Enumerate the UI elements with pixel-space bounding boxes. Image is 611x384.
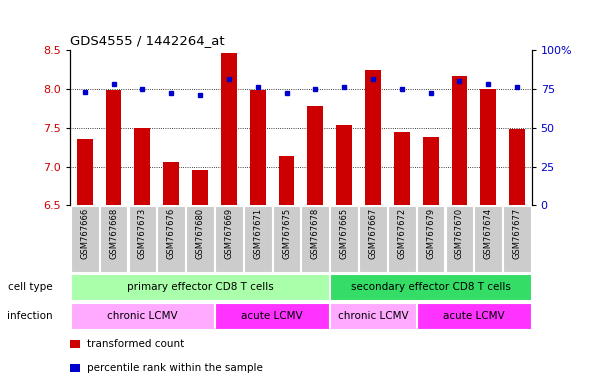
Bar xyxy=(192,170,208,205)
Bar xyxy=(445,206,474,272)
Bar xyxy=(128,206,156,272)
Text: GSM767673: GSM767673 xyxy=(138,208,147,259)
Bar xyxy=(423,137,439,205)
Bar xyxy=(417,206,444,272)
Bar xyxy=(336,125,352,205)
Bar xyxy=(359,206,387,272)
Bar xyxy=(480,89,496,205)
Bar xyxy=(106,90,122,205)
Text: GSM767671: GSM767671 xyxy=(253,208,262,259)
Text: chronic LCMV: chronic LCMV xyxy=(338,311,408,321)
Bar xyxy=(394,132,410,205)
Bar xyxy=(279,156,295,205)
Text: cell type: cell type xyxy=(9,282,53,292)
Bar xyxy=(244,206,271,272)
Bar xyxy=(509,129,525,205)
Text: GSM767667: GSM767667 xyxy=(368,208,378,259)
Bar xyxy=(214,303,329,329)
Bar xyxy=(475,206,502,272)
Bar xyxy=(330,274,532,300)
Bar xyxy=(70,303,214,329)
Text: GSM767680: GSM767680 xyxy=(196,208,205,259)
Bar xyxy=(134,128,150,205)
Text: GSM767672: GSM767672 xyxy=(397,208,406,259)
Bar xyxy=(163,162,179,205)
Text: primary effector CD8 T cells: primary effector CD8 T cells xyxy=(126,282,273,292)
Bar xyxy=(186,206,214,272)
Text: acute LCMV: acute LCMV xyxy=(241,311,303,321)
Bar xyxy=(365,70,381,205)
Bar xyxy=(307,106,323,205)
Text: GSM767678: GSM767678 xyxy=(311,208,320,259)
Bar xyxy=(70,364,80,372)
Bar xyxy=(503,206,531,272)
Text: GSM767675: GSM767675 xyxy=(282,208,291,259)
Text: percentile rank within the sample: percentile rank within the sample xyxy=(87,363,263,373)
Text: GSM767669: GSM767669 xyxy=(224,208,233,259)
Bar xyxy=(452,76,467,205)
Text: chronic LCMV: chronic LCMV xyxy=(107,311,178,321)
Bar xyxy=(330,303,416,329)
Bar xyxy=(388,206,415,272)
Text: GSM767674: GSM767674 xyxy=(484,208,493,259)
Text: GSM767668: GSM767668 xyxy=(109,208,118,259)
Text: GSM767679: GSM767679 xyxy=(426,208,435,259)
Bar xyxy=(71,206,98,272)
Text: GDS4555 / 1442264_at: GDS4555 / 1442264_at xyxy=(70,34,225,47)
Bar xyxy=(417,303,532,329)
Bar xyxy=(215,206,243,272)
Text: acute LCMV: acute LCMV xyxy=(443,311,505,321)
Bar xyxy=(158,206,185,272)
Bar xyxy=(250,90,266,205)
Text: infection: infection xyxy=(7,311,53,321)
Text: GSM767665: GSM767665 xyxy=(340,208,349,259)
Bar xyxy=(221,53,237,205)
Bar xyxy=(100,206,127,272)
Bar xyxy=(70,340,80,349)
Text: secondary effector CD8 T cells: secondary effector CD8 T cells xyxy=(351,282,511,292)
Text: GSM767666: GSM767666 xyxy=(80,208,89,259)
Text: GSM767670: GSM767670 xyxy=(455,208,464,259)
Text: GSM767676: GSM767676 xyxy=(167,208,176,259)
Text: GSM767677: GSM767677 xyxy=(513,208,522,259)
Bar xyxy=(70,274,329,300)
Bar xyxy=(273,206,301,272)
Text: transformed count: transformed count xyxy=(87,339,184,349)
Bar xyxy=(331,206,358,272)
Bar xyxy=(77,139,93,205)
Bar xyxy=(301,206,329,272)
